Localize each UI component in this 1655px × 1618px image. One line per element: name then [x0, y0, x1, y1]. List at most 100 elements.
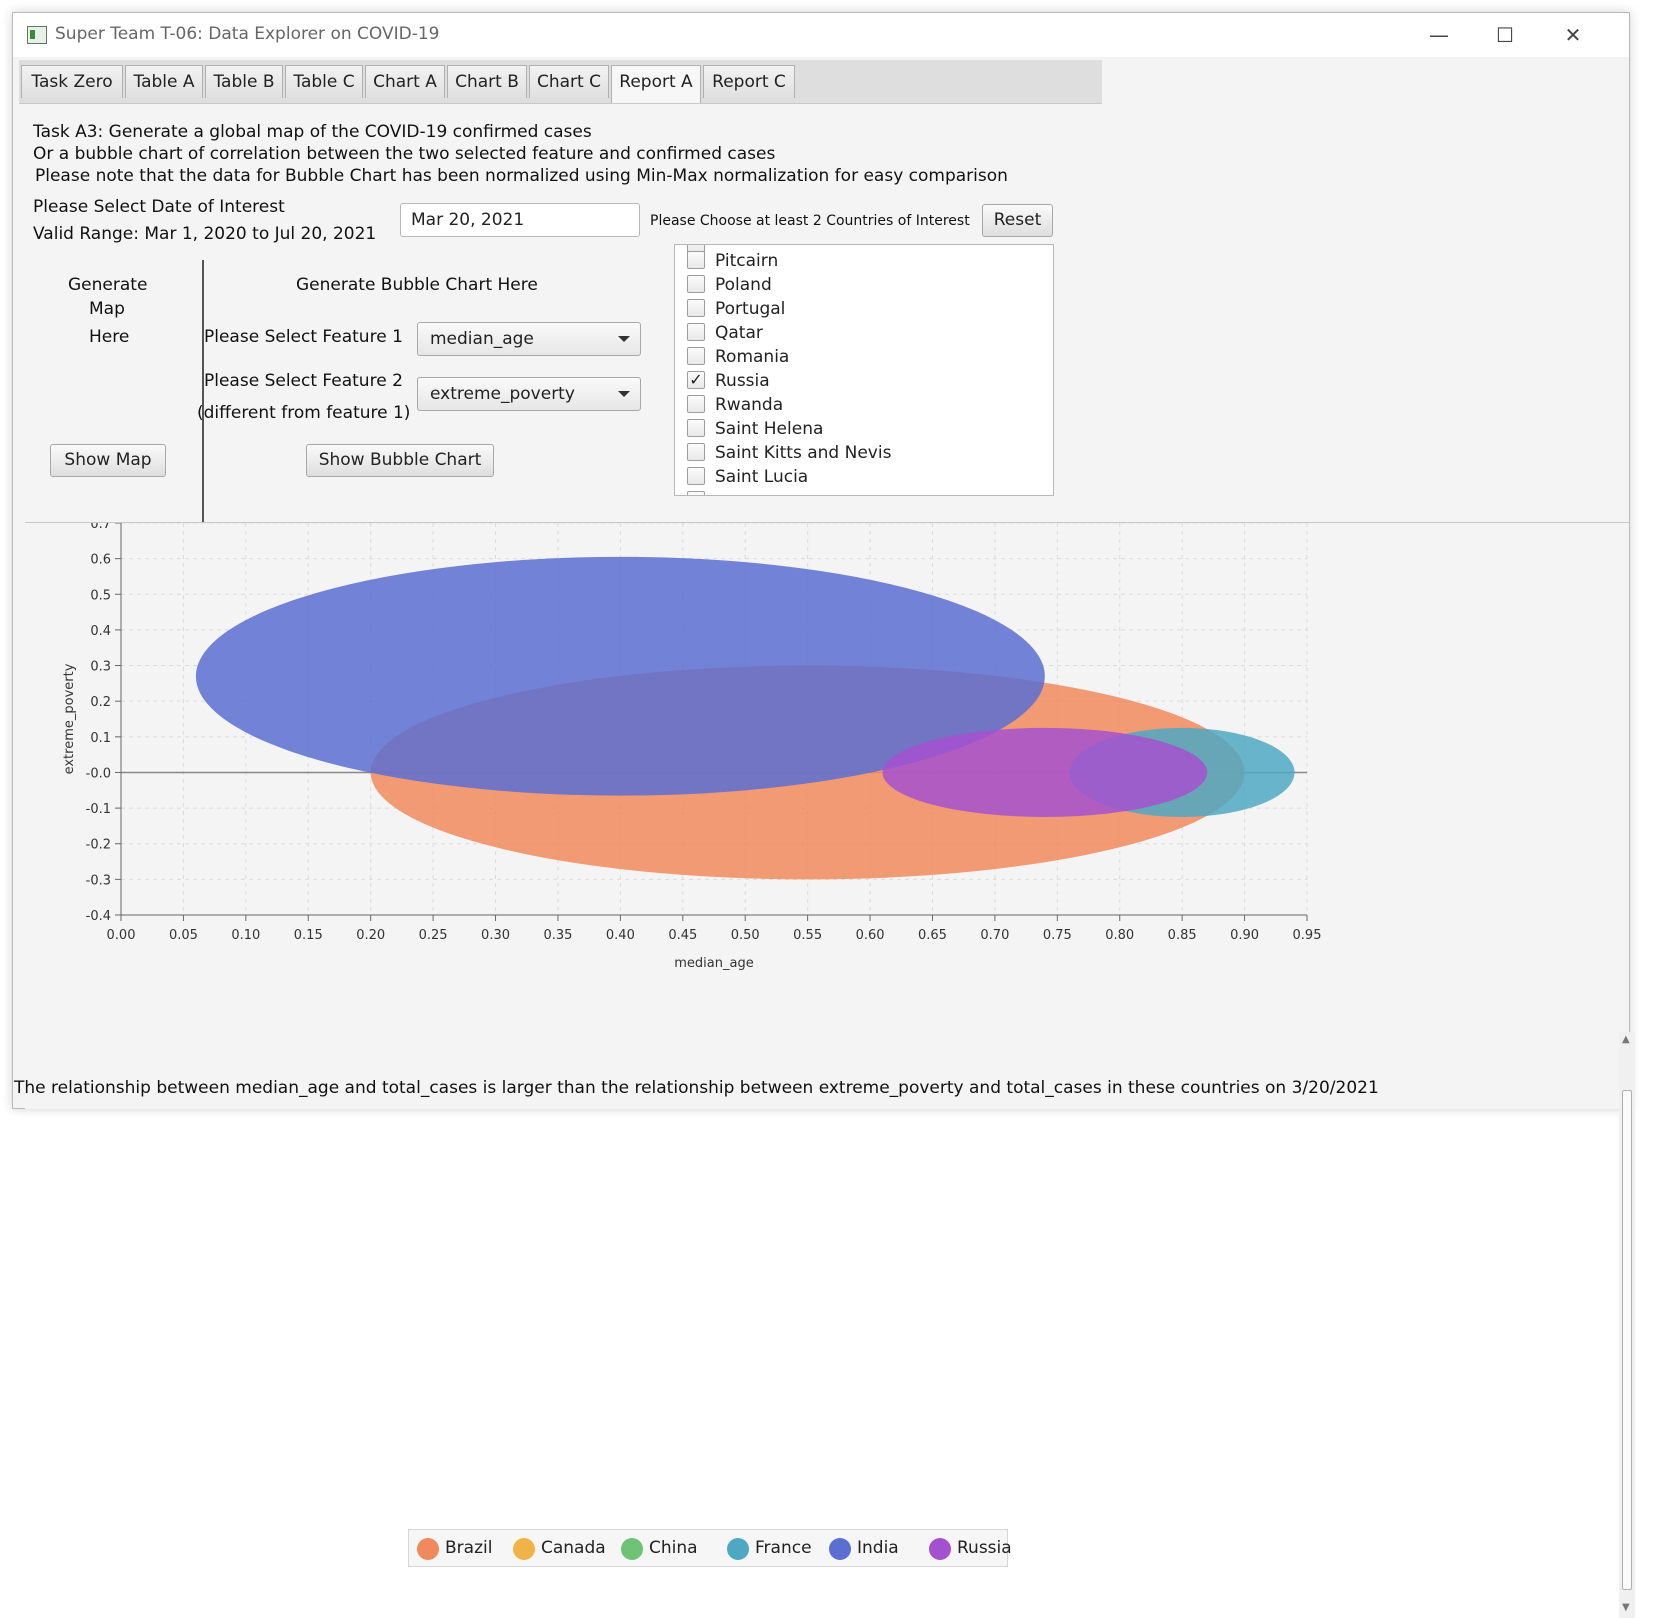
- x-tick-label: 0.40: [606, 928, 635, 943]
- country-checkbox-checked[interactable]: ✓: [687, 371, 705, 389]
- tab-chart-a[interactable]: Chart A: [365, 65, 445, 98]
- x-tick-label: 0.85: [1168, 928, 1197, 943]
- panel-divider: [202, 260, 204, 522]
- country-checkbox[interactable]: [687, 395, 705, 413]
- map-hint-line-2: Map: [89, 299, 125, 319]
- country-checkbox[interactable]: [687, 419, 705, 437]
- y-tick-label: -0.3: [86, 873, 111, 888]
- country-checkbox[interactable]: [687, 299, 705, 317]
- feature1-value: median_age: [430, 329, 534, 349]
- date-label: Please Select Date of Interest: [33, 197, 285, 217]
- x-tick-label: 0.55: [793, 928, 822, 943]
- reset-button[interactable]: Reset: [982, 204, 1053, 237]
- x-tick-label: 0.30: [481, 928, 510, 943]
- tab-table-b[interactable]: Table B: [205, 65, 283, 98]
- x-tick-label: 0.90: [1230, 928, 1259, 943]
- country-checkbox[interactable]: [687, 323, 705, 341]
- countries-label: Please Choose at least 2 Countries of In…: [650, 213, 970, 229]
- y-tick-label: 0.2: [90, 695, 111, 710]
- country-checkbox[interactable]: [687, 467, 705, 485]
- country-label: Rwanda: [715, 395, 784, 415]
- legend-label: India: [857, 1538, 899, 1558]
- panel-scrollbar[interactable]: ▲ ▼: [1619, 1032, 1635, 1618]
- tab-chart-c[interactable]: Chart C: [529, 65, 609, 98]
- show-map-button[interactable]: Show Map: [50, 444, 166, 477]
- y-tick-label: -0.4: [86, 909, 111, 924]
- tab-report-c[interactable]: Report C: [703, 65, 795, 98]
- y-tick-label: -0.2: [86, 838, 111, 853]
- country-label: Saint Helena: [715, 419, 824, 439]
- y-tick-label: -0.0: [86, 766, 111, 781]
- tab-chart-b[interactable]: Chart B: [447, 65, 527, 98]
- scroll-up-icon[interactable]: ▲: [1622, 1034, 1630, 1045]
- map-hint-line-1: Generate: [68, 275, 148, 295]
- y-tick-label: 0.5: [90, 588, 111, 603]
- y-tick-label: 0.6: [90, 553, 111, 568]
- country-list[interactable]: Pitcairn Poland Portugal Qatar Romania ✓…: [674, 244, 1054, 496]
- legend-label: China: [649, 1538, 698, 1558]
- country-checkbox[interactable]: [687, 443, 705, 461]
- tab-task-zero[interactable]: Task Zero: [21, 65, 123, 98]
- country-label: Poland: [715, 275, 772, 295]
- x-tick-label: 0.50: [731, 928, 760, 943]
- x-tick-label: 0.80: [1105, 928, 1134, 943]
- x-tick-label: 0.65: [918, 928, 947, 943]
- x-tick-label: 0.05: [169, 928, 198, 943]
- tab-bar: Task Zero Table A Table B Table C Chart …: [19, 60, 1102, 104]
- legend-swatch: [727, 1538, 749, 1560]
- conclusion-text: The relationship between median_age and …: [14, 1078, 1379, 1098]
- x-axis-label: median_age: [674, 956, 753, 971]
- country-checkbox[interactable]: [687, 275, 705, 293]
- panel-scroll-thumb[interactable]: [1622, 1090, 1632, 1590]
- bubble-india: [195, 556, 1045, 796]
- tab-table-c[interactable]: Table C: [285, 65, 363, 98]
- x-tick-label: 0.15: [294, 928, 323, 943]
- country-label: Portugal: [715, 299, 786, 319]
- feature2-note: (different from feature 1): [197, 403, 411, 423]
- chart-panel: 0.00 0.05 0.10 0.15 0.20 0.25 0.30 0.35 0.40 0.45…: [25, 522, 1635, 1618]
- close-button[interactable]: ✕: [1564, 23, 1582, 47]
- feature2-label: Please Select Feature 2: [204, 371, 403, 391]
- maximize-button[interactable]: ☐: [1496, 23, 1514, 47]
- legend-swatch: [513, 1538, 535, 1560]
- scroll-down-icon[interactable]: ▼: [1622, 1602, 1630, 1613]
- country-label: Saint Kitts and Nevis: [715, 443, 892, 463]
- date-field[interactable]: Mar 20, 2021: [400, 203, 640, 237]
- feature1-select[interactable]: median_age: [417, 322, 641, 356]
- x-tick-label: 0.95: [1293, 928, 1322, 943]
- y-tick-label: 0.4: [90, 624, 111, 639]
- country-checkbox[interactable]: [687, 251, 705, 269]
- minimize-button[interactable]: —: [1429, 23, 1449, 47]
- y-tick-label: 0.1: [90, 731, 111, 746]
- x-tick-label: 0.60: [856, 928, 885, 943]
- bubble-russia: [882, 727, 1208, 817]
- chevron-down-icon: [618, 336, 630, 342]
- x-tick-label: 0.25: [419, 928, 448, 943]
- app-icon: [27, 26, 47, 44]
- legend-label: Brazil: [445, 1538, 493, 1558]
- show-bubble-chart-button[interactable]: Show Bubble Chart: [306, 444, 494, 477]
- chart-legend: Brazil Canada China France India Russia: [408, 1529, 1012, 1567]
- country-label: Russia: [715, 371, 770, 391]
- app-window: Super Team T-06: Data Explorer on COVID-…: [12, 12, 1635, 1618]
- legend-label: Canada: [541, 1538, 606, 1558]
- tab-report-a[interactable]: Report A: [611, 65, 701, 103]
- task-line-1: Task A3: Generate a global map of the CO…: [33, 122, 592, 142]
- country-checkbox[interactable]: [687, 347, 705, 365]
- legend-swatch: [621, 1538, 643, 1560]
- legend-label: Russia: [957, 1538, 1012, 1558]
- country-label: Pitcairn: [715, 251, 779, 271]
- country-label: Qatar: [715, 323, 763, 343]
- feature2-value: extreme_poverty: [430, 384, 575, 404]
- x-tick-label: 0.35: [543, 928, 572, 943]
- tab-table-a[interactable]: Table A: [125, 65, 203, 98]
- legend-swatch: [417, 1538, 439, 1560]
- legend-swatch: [929, 1538, 951, 1560]
- feature2-select[interactable]: extreme_poverty: [417, 377, 641, 411]
- x-tick-label: 0.70: [980, 928, 1009, 943]
- country-checkbox[interactable]: [687, 491, 705, 495]
- legend-label: France: [755, 1538, 812, 1558]
- country-label: Saint Lucia: [715, 467, 809, 487]
- bubble-panel-title: Generate Bubble Chart Here: [296, 275, 538, 295]
- y-tick-label: 0.3: [90, 660, 111, 675]
